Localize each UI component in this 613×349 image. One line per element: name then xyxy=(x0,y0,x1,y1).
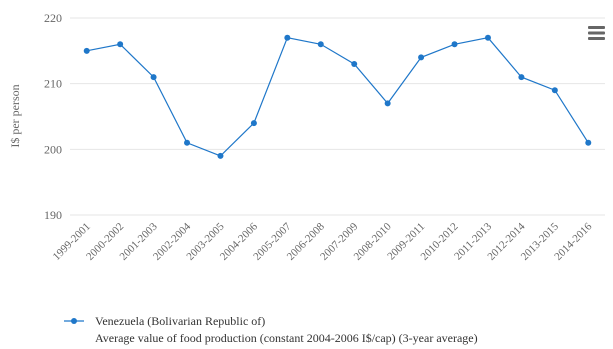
data-point[interactable] xyxy=(585,139,592,146)
data-point[interactable] xyxy=(351,60,358,67)
series-layer xyxy=(83,34,592,159)
y-tick-label: 200 xyxy=(44,142,62,156)
data-point[interactable] xyxy=(317,41,324,48)
gridlines xyxy=(70,17,605,216)
legend-dot-marker xyxy=(71,318,77,324)
data-point[interactable] xyxy=(217,152,224,159)
data-point[interactable] xyxy=(484,34,491,41)
data-point[interactable] xyxy=(418,54,425,61)
series-line xyxy=(86,37,589,157)
y-tick-label: 210 xyxy=(44,77,62,91)
data-point[interactable] xyxy=(150,74,157,81)
y-tick-label: 190 xyxy=(44,208,62,222)
x-axis-ticks: 1999-20012000-20022001-20032002-20042003… xyxy=(51,220,595,263)
legend-series-name: Venezuela (Bolivarian Republic of) xyxy=(95,314,265,328)
x-tick-label: 2014-2016 xyxy=(552,220,595,263)
data-point[interactable] xyxy=(117,41,124,48)
data-point[interactable] xyxy=(518,74,525,81)
data-point[interactable] xyxy=(83,47,90,54)
data-point[interactable] xyxy=(284,34,291,41)
data-point[interactable] xyxy=(250,120,257,127)
legend[interactable]: Venezuela (Bolivarian Republic of) Avera… xyxy=(64,314,478,345)
hamburger-menu-icon[interactable] xyxy=(586,24,607,42)
legend-series-description: Average value of food production (consta… xyxy=(95,331,478,345)
data-point[interactable] xyxy=(451,41,458,48)
data-point[interactable] xyxy=(184,139,191,146)
y-tick-label: 220 xyxy=(44,11,62,25)
data-point[interactable] xyxy=(384,100,391,107)
y-axis-title: I$ per person xyxy=(8,84,22,147)
data-point[interactable] xyxy=(551,87,558,94)
y-axis-ticks: 190 200 210 220 xyxy=(44,11,62,222)
